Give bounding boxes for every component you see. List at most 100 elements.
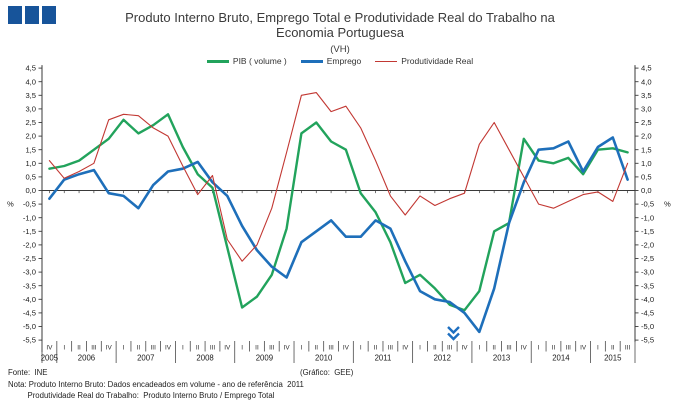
svg-text:IV: IV [224, 345, 231, 352]
series-line-1 [48, 113, 629, 312]
logo-square-2 [25, 6, 39, 24]
svg-text:2012: 2012 [434, 354, 451, 363]
series-line-3 [48, 92, 629, 262]
series-line-2 [48, 136, 629, 334]
svg-text:I: I [538, 345, 540, 352]
svg-text:-3,5: -3,5 [23, 281, 36, 290]
axes [41, 65, 636, 352]
svg-text:2,5: 2,5 [641, 118, 652, 127]
svg-text:2007: 2007 [137, 354, 154, 363]
svg-text:III: III [625, 345, 631, 352]
svg-text:-2,0: -2,0 [641, 241, 654, 250]
svg-text:-0,5: -0,5 [641, 200, 654, 209]
svg-text:IV: IV [46, 345, 53, 352]
svg-text:I: I [123, 345, 125, 352]
svg-text:-4,5: -4,5 [641, 309, 654, 318]
svg-text:2014: 2014 [552, 354, 570, 363]
svg-text:I: I [478, 345, 480, 352]
svg-text:I: I [597, 345, 599, 352]
svg-text:-5,0: -5,0 [641, 322, 654, 331]
svg-text:III: III [269, 345, 275, 352]
svg-text:-2,5: -2,5 [641, 254, 654, 263]
chart-title-line2: Economia Portuguesa [276, 25, 404, 40]
svg-text:0,5: 0,5 [25, 173, 36, 182]
gee-logo [8, 6, 56, 24]
svg-text:I: I [182, 345, 184, 352]
svg-text:-4,0: -4,0 [641, 295, 654, 304]
svg-text:-3,0: -3,0 [641, 268, 654, 277]
svg-text:-0,5: -0,5 [23, 200, 36, 209]
svg-text:-4,0: -4,0 [23, 295, 36, 304]
svg-text:2010: 2010 [315, 354, 333, 363]
svg-text:III: III [151, 345, 157, 352]
svg-text:II: II [196, 345, 200, 352]
svg-text:II: II [314, 345, 318, 352]
svg-text:III: III [506, 345, 512, 352]
svg-text:3,5: 3,5 [641, 91, 652, 100]
svg-text:-3,5: -3,5 [641, 281, 654, 290]
svg-text:3,0: 3,0 [641, 105, 652, 114]
svg-text:IV: IV [343, 345, 350, 352]
year-labels: 2005 2006 2007 2008 2009 2010 2011 2012 2013 2014… [41, 354, 622, 363]
y-ticks [38, 67, 639, 341]
svg-text:I: I [419, 345, 421, 352]
svg-text:-2,0: -2,0 [23, 241, 36, 250]
svg-text:1,5: 1,5 [25, 145, 36, 154]
svg-text:IV: IV [106, 345, 113, 352]
svg-text:I: I [63, 345, 65, 352]
svg-text:III: III [328, 345, 334, 352]
svg-text:2008: 2008 [196, 354, 213, 363]
svg-text:0,0: 0,0 [25, 186, 36, 195]
svg-text:II: II [374, 345, 378, 352]
svg-text:II: II [255, 345, 259, 352]
svg-text:III: III [447, 345, 453, 352]
svg-text:4,5: 4,5 [641, 64, 652, 73]
legend-item-2: Emprego [300, 56, 361, 66]
legend-swatch [206, 59, 229, 63]
svg-text:2005: 2005 [41, 354, 59, 363]
svg-text:0,5: 0,5 [641, 173, 652, 182]
svg-text:-4,5: -4,5 [23, 309, 36, 318]
svg-text:IV: IV [402, 345, 409, 352]
svg-text:2,0: 2,0 [25, 132, 36, 141]
svg-text:IV: IV [284, 345, 291, 352]
legend-swatch [375, 60, 398, 62]
svg-text:2,5: 2,5 [25, 118, 36, 127]
svg-text:II: II [611, 345, 615, 352]
svg-text:IV: IV [521, 345, 528, 352]
svg-text:-5,5: -5,5 [641, 336, 654, 345]
svg-text:4,0: 4,0 [641, 77, 652, 86]
chart-title: Produto Interno Bruto, Emprego Total e P… [0, 10, 680, 40]
legend-label: Produtividade Real [401, 56, 474, 66]
x-separators [41, 341, 636, 363]
svg-text:I: I [241, 345, 243, 352]
footnote-line1: Nota: Produto Interno Bruto: Dados encad… [8, 380, 304, 389]
svg-text:IV: IV [580, 345, 587, 352]
svg-text:-1,0: -1,0 [23, 213, 36, 222]
footnote-line2: Produtividade Real do Trabalho: Produto … [8, 391, 275, 400]
source-note: Fonte: INE [8, 368, 48, 377]
svg-text:4,5: 4,5 [25, 64, 36, 73]
svg-text:III: III [388, 345, 394, 352]
chart-legend: PIB ( volume ) Emprego Produtividade Real [0, 56, 680, 66]
svg-text:2013: 2013 [493, 354, 510, 363]
svg-text:I: I [301, 345, 303, 352]
legend-label: PIB ( volume ) [232, 56, 287, 66]
svg-text:-5,5: -5,5 [23, 336, 36, 345]
svg-text:2,0: 2,0 [641, 132, 652, 141]
svg-text:4,0: 4,0 [25, 77, 36, 86]
svg-text:II: II [552, 345, 556, 352]
legend-item-3: Produtividade Real [375, 56, 473, 66]
svg-text:2006: 2006 [78, 354, 95, 363]
logo-square-1 [8, 6, 22, 24]
stray-chevron-marker [447, 326, 460, 341]
svg-text:-1,0: -1,0 [641, 213, 654, 222]
svg-text:II: II [492, 345, 496, 352]
svg-text:2011: 2011 [375, 354, 392, 363]
svg-text:2015: 2015 [604, 354, 622, 363]
svg-text:-1,5: -1,5 [641, 227, 654, 236]
svg-text:3,0: 3,0 [25, 105, 36, 114]
svg-text:1,5: 1,5 [641, 145, 652, 154]
svg-text:-5,0: -5,0 [23, 322, 36, 331]
